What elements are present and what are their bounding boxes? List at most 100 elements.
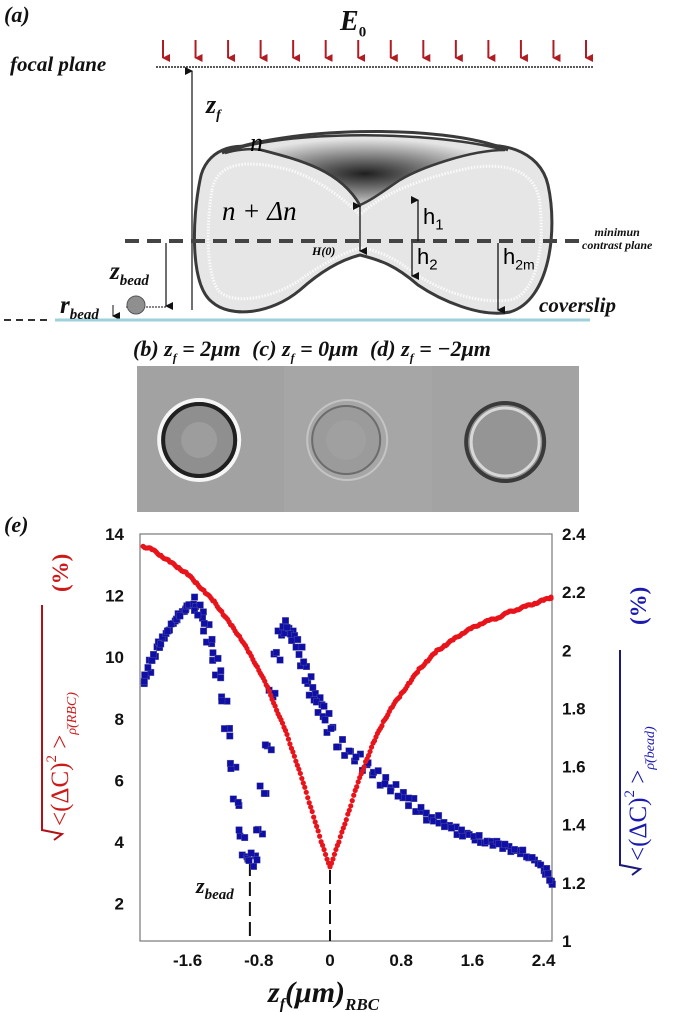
panel-c-value: = 0μm	[294, 336, 359, 361]
bead-data-point	[176, 612, 184, 620]
bead-data-point	[194, 611, 202, 619]
rbc-image-d	[463, 401, 546, 483]
zf-subscript: f	[216, 108, 221, 124]
h2-subscript: 2	[429, 256, 438, 274]
bead-data-point	[447, 824, 455, 832]
right-axis-unit: (%)	[626, 587, 651, 625]
panel-b-title: (b) zf = 2μm	[133, 336, 241, 364]
bead-data-point	[141, 671, 149, 679]
left-tick-label: 6	[115, 771, 124, 790]
bead-data-point	[148, 657, 156, 664]
rbc-data-point	[354, 784, 360, 790]
bead-data-point	[267, 746, 275, 754]
rbc-data-point	[297, 770, 303, 777]
rbc-data-point	[284, 731, 290, 738]
bead-data-point	[417, 803, 425, 811]
bead-data-point	[422, 809, 430, 817]
rbc-data-point	[299, 775, 305, 782]
rbc-data-point	[340, 825, 346, 831]
panel-bcd-titles: (b) zf = 2μm (c) zf = 0μm (d) zf = −2μm	[133, 336, 491, 365]
rbc-data-point	[321, 847, 327, 853]
rbc-data-point	[339, 829, 345, 835]
bead-data-point	[352, 753, 360, 761]
x-tick-label: 0.8	[389, 951, 413, 970]
h2m-subscript: 2m	[515, 256, 535, 273]
bead-data-point	[341, 751, 349, 759]
cell-index-label: n + Δn	[222, 196, 297, 226]
left-tick-label: 12	[105, 587, 124, 606]
rbc-data-point	[324, 856, 330, 862]
bead-data-point	[256, 782, 264, 790]
rbc-data-point	[272, 703, 278, 709]
panel-b-value: = 2μm	[176, 336, 241, 361]
h1-label: h1	[423, 204, 444, 233]
rbc-data-point	[367, 748, 373, 755]
rbc-data-point	[349, 798, 355, 804]
panel-d-label: (d)	[369, 336, 396, 361]
rbc-data-point	[266, 688, 272, 694]
panel-d-title: (d) zf = −2μm	[369, 336, 491, 364]
bead-data-point	[394, 792, 402, 800]
rbc-data-point	[351, 792, 357, 798]
bead-data-point	[200, 619, 208, 627]
incident-field-label: E0	[340, 6, 366, 42]
zbead-symbol: z	[110, 258, 120, 285]
bead-data-point	[140, 677, 148, 685]
bead-data-point	[412, 808, 420, 816]
bead-data-point	[345, 747, 353, 755]
bead-data-point	[537, 861, 545, 869]
bead-data-point	[226, 759, 234, 767]
rbc-data-point	[346, 807, 352, 813]
rbc-data-point	[361, 764, 367, 770]
rbc-data-point	[279, 720, 286, 726]
rbc-data-point	[311, 814, 317, 820]
left-tick-label: 14	[105, 525, 124, 544]
bead-data-point	[150, 651, 157, 658]
bead-data-point	[309, 684, 317, 692]
rbc-series-markers	[140, 543, 554, 870]
rbc-data-point	[314, 823, 320, 829]
field-subscript: 0	[358, 24, 367, 41]
bead-data-point	[292, 643, 300, 651]
left-axis-unit: (%)	[48, 554, 73, 592]
coverslip-label: coverslip	[539, 293, 616, 317]
left-tick-label: 2	[115, 895, 124, 914]
bead-data-point	[339, 736, 346, 744]
rbc-data-point	[328, 860, 335, 866]
rbead-symbol: r	[60, 292, 70, 319]
right-tick-label: 1.4	[562, 816, 586, 835]
h2m-symbol: h	[503, 244, 516, 269]
rbc-data-point	[291, 753, 297, 759]
bead-data-point	[157, 640, 165, 648]
right-axis-label: <(ΔC)2 >ρ̄(bead) (%)	[619, 587, 658, 876]
bead-data-point	[234, 798, 242, 806]
contrast-chart: 2 4 6 8 10 12 14 1 1.2 1.4 1.6 1.8 2 2.2 2.4 -1.6 -0.8…	[41, 525, 658, 1012]
bead-data-point	[274, 627, 282, 635]
bead-data-point	[253, 826, 261, 834]
bead-data-point	[475, 832, 483, 839]
left-axis-ticks: 2 4 6 8 10 12 14	[105, 525, 124, 914]
bead-data-point	[245, 857, 253, 865]
bead-data-point	[276, 656, 284, 664]
panel-b-symbol: z	[164, 336, 173, 361]
bead-data-point	[382, 774, 390, 781]
panel-b-label: (b)	[133, 336, 159, 361]
bead-data-point	[294, 636, 302, 643]
focal-plane-label: focal plane	[10, 52, 107, 76]
bead-data-point	[546, 876, 554, 884]
rbc-data-point	[330, 856, 336, 862]
rbc-data-point	[293, 758, 299, 764]
left-sqrt-symbol	[41, 605, 65, 841]
rbc-data-point	[296, 766, 302, 772]
bead-data-point	[511, 846, 518, 853]
microscopy-image-strip	[137, 366, 579, 512]
rbc-data-point	[308, 804, 314, 810]
bead-data-point	[217, 674, 225, 682]
h1-subscript: 1	[435, 216, 444, 234]
microscopy-image-c	[284, 366, 432, 512]
svg-text:<(ΔC)2 >ρ̄(bead): <(ΔC)2 >ρ̄(bead)	[622, 726, 658, 861]
left-tick-label: 8	[115, 710, 124, 729]
rbc-data-point	[303, 789, 309, 795]
plot-frame	[139, 533, 553, 942]
rbc-data-point	[300, 780, 306, 786]
